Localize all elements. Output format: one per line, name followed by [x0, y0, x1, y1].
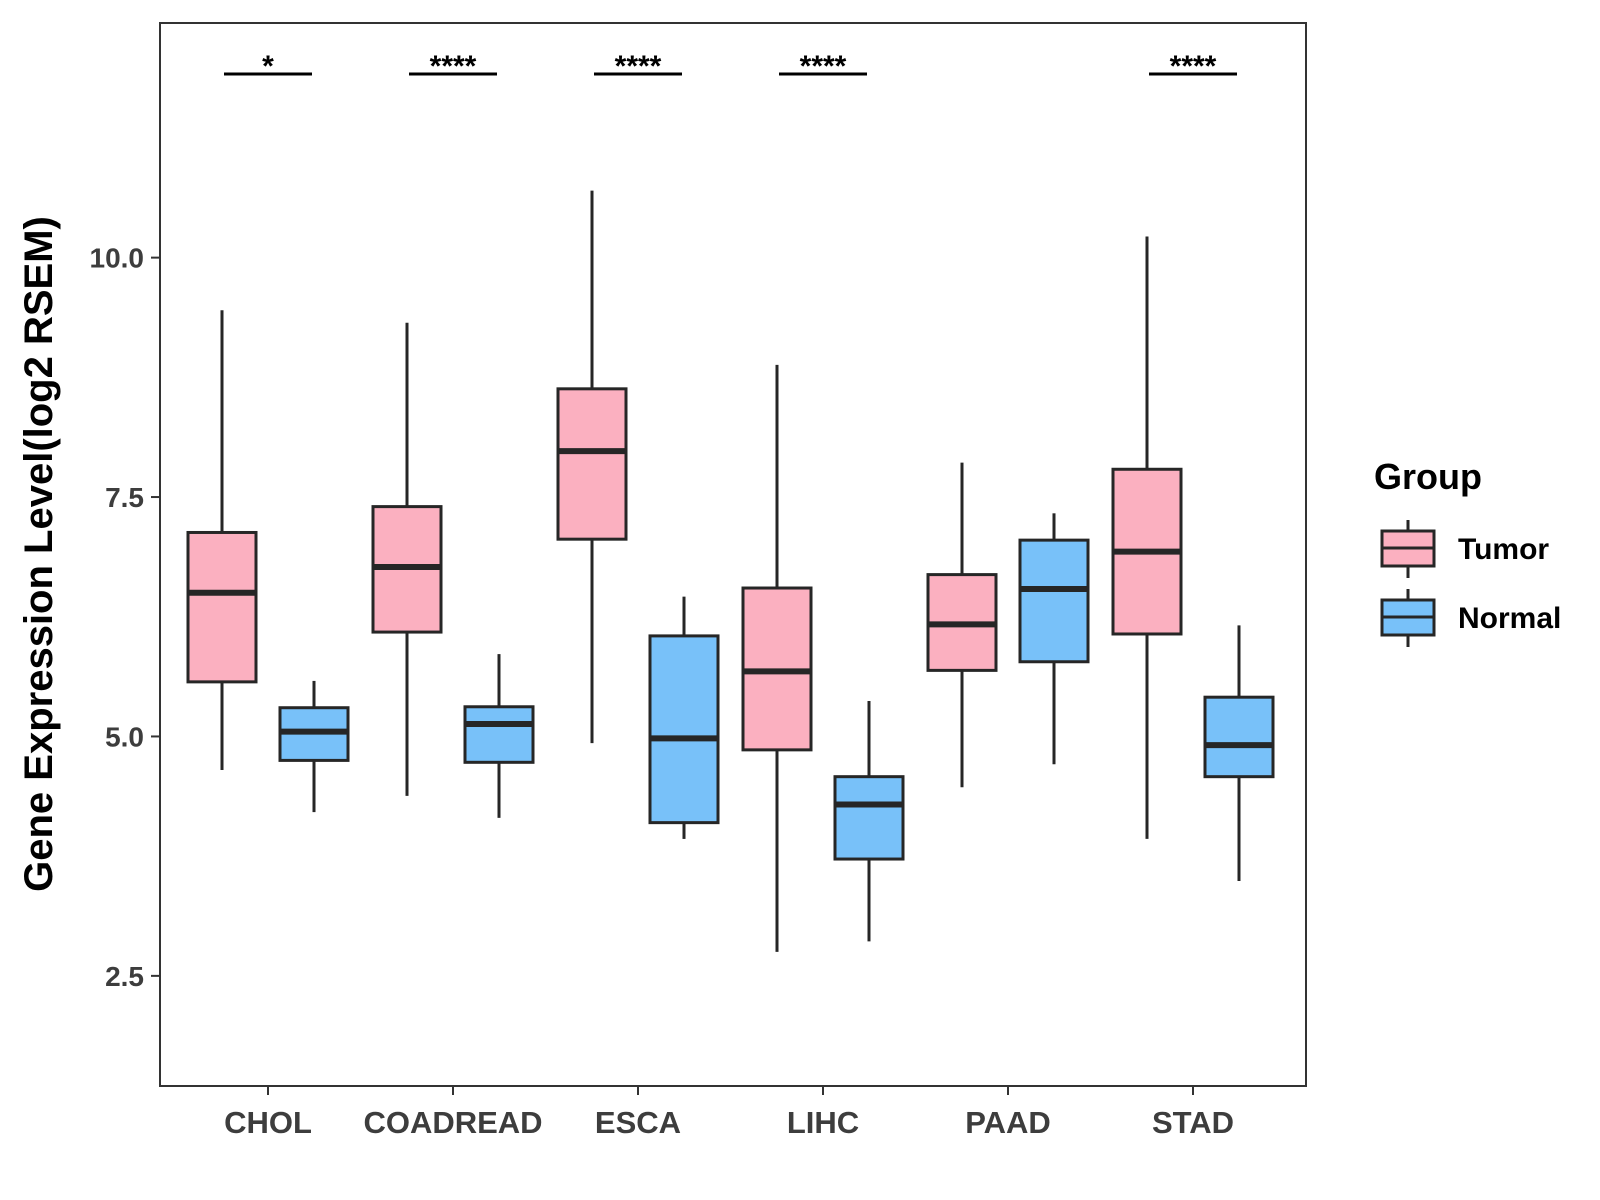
significance-label: ****: [1170, 50, 1217, 83]
box-tumor-stad: [1111, 236, 1183, 839]
box-iqr: [648, 634, 720, 825]
box-normal-lihc: [833, 701, 905, 942]
box-tumor-paad: [926, 462, 998, 788]
box-layer: [186, 190, 1275, 952]
y-axis-label: Gene Expression Level(log2 RSEM): [17, 216, 61, 892]
x-tick-label: COADREAD: [363, 1105, 542, 1140]
box-iqr: [556, 387, 628, 541]
x-tick-label: STAD: [1152, 1105, 1234, 1140]
box-normal-paad: [1018, 513, 1090, 765]
significance-label: *: [262, 50, 274, 83]
box-tumor-coadread: [371, 322, 443, 796]
significance-label: ****: [615, 50, 662, 83]
legend-title: Group: [1374, 456, 1482, 497]
box-iqr: [1203, 695, 1275, 779]
legend-key-normal: [1380, 589, 1436, 647]
x-axis: CHOL COADREAD ESCA LIHC PAAD STAD: [224, 1086, 1234, 1140]
x-tick-label: PAAD: [965, 1105, 1051, 1140]
box-tumor-chol: [186, 310, 258, 770]
box-normal-stad: [1203, 625, 1275, 882]
box-normal-chol: [278, 680, 350, 813]
significance-layer: * **** **** **** ****: [224, 50, 1237, 83]
y-tick-label: 5.0: [105, 721, 144, 752]
box-iqr: [833, 775, 905, 861]
y-axis: 2.5 5.0 7.5 10.0: [90, 243, 160, 992]
legend-label-tumor: Tumor: [1458, 533, 1549, 566]
box-tumor-lihc: [741, 364, 813, 952]
box-iqr: [186, 530, 258, 684]
y-tick-label: 2.5: [105, 961, 144, 992]
box-normal-esca: [648, 596, 720, 839]
x-tick-label: ESCA: [595, 1105, 681, 1140]
x-tick-label: CHOL: [224, 1105, 312, 1140]
box-iqr: [1018, 538, 1090, 664]
x-tick-label: LIHC: [787, 1105, 859, 1140]
legend-key-tumor: [1380, 520, 1436, 578]
legend: Group Tumor Normal: [1374, 456, 1561, 647]
y-tick-label: 7.5: [105, 482, 144, 513]
legend-label-normal: Normal: [1458, 602, 1561, 635]
box-normal-coadread: [463, 654, 535, 818]
y-tick-label: 10.0: [90, 243, 145, 274]
significance-label: ****: [430, 50, 477, 83]
significance-label: ****: [800, 50, 847, 83]
box-iqr: [463, 705, 535, 764]
box-tumor-esca: [556, 190, 628, 744]
